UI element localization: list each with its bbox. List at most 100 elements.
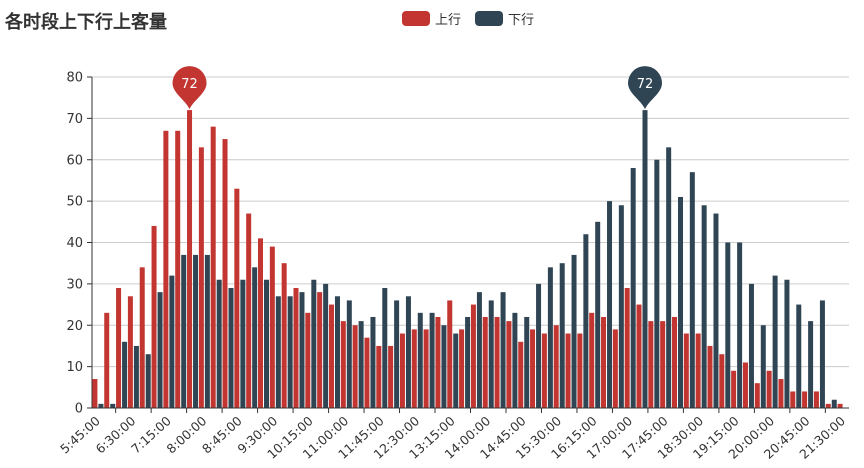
bar-up (269, 246, 275, 408)
legend-label-up: 上行 (435, 13, 462, 28)
bar-down (157, 292, 163, 408)
bar-up (423, 329, 429, 408)
bar-up (234, 188, 240, 408)
bar-down (500, 292, 506, 408)
bar-up (411, 329, 417, 408)
bar-up (293, 288, 299, 408)
bar-up (506, 321, 512, 408)
bar-up (766, 370, 772, 408)
bar-down (193, 254, 199, 408)
bar-up (530, 329, 536, 408)
bar-down (181, 254, 187, 408)
bar-down (122, 341, 128, 408)
bar-up (92, 379, 98, 408)
bar-up (813, 391, 819, 408)
bar-up (305, 312, 311, 408)
bar-down (595, 221, 601, 408)
bar-down (642, 110, 648, 408)
bar-up (388, 345, 394, 408)
bar-down (512, 312, 518, 408)
bar-up (163, 130, 169, 408)
y-tick-label: 20 (66, 319, 83, 334)
bar-up (210, 126, 216, 409)
bar-up (447, 300, 453, 408)
bar-up (577, 333, 583, 408)
bar-down (808, 321, 814, 408)
bar-up (719, 354, 725, 408)
bar-up (648, 321, 654, 408)
bar-up (470, 304, 476, 408)
bar-up (742, 362, 748, 408)
max-marker-label-down: 72 (637, 77, 654, 92)
bar-up (127, 296, 133, 408)
max-marker-pin-up (172, 66, 207, 110)
bar-down (536, 283, 542, 408)
bar-down (299, 292, 305, 408)
bar-up (104, 312, 110, 408)
bar-down (476, 292, 482, 408)
bar-down (429, 312, 435, 408)
bar-down (275, 296, 281, 408)
bar-up (589, 312, 595, 408)
bar-down (417, 312, 423, 408)
legend-swatch-up (402, 11, 430, 26)
bar-up (837, 403, 843, 408)
bar-down (264, 279, 270, 408)
bar-down (334, 296, 340, 408)
bar-down (453, 333, 459, 408)
bar-up (258, 238, 264, 408)
bar-up (376, 345, 382, 408)
chart-title: 各时段上下行上客量 (5, 12, 167, 33)
bar-up (198, 147, 204, 408)
bar-up (151, 225, 157, 408)
bar-up (139, 267, 145, 408)
bar-down (252, 267, 258, 408)
bar-down (405, 296, 411, 408)
bar-down (677, 196, 683, 408)
bar-up (116, 288, 122, 408)
bar-down (583, 234, 589, 408)
bar-down (559, 263, 565, 408)
bar-up (482, 316, 488, 408)
y-tick-label: 10 (66, 360, 83, 375)
y-tick-label: 40 (66, 236, 83, 251)
bar-up (518, 341, 524, 408)
bar-up (660, 321, 666, 408)
bar-down (689, 172, 695, 408)
bar-up (541, 333, 547, 408)
bar-down (524, 316, 530, 408)
bar-down (323, 283, 329, 408)
bar-up (695, 333, 701, 408)
bar-down (547, 267, 553, 408)
bar-down (713, 213, 719, 408)
bar-up (683, 333, 689, 408)
bar-up (399, 333, 405, 408)
bar-up (707, 345, 713, 408)
legend-label-down: 下行 (508, 13, 535, 28)
bar-down (169, 275, 175, 408)
legend: 上行 下行 (402, 9, 548, 28)
bar-up (459, 329, 465, 408)
y-tick-label: 0 (75, 402, 83, 417)
bar-up (802, 391, 808, 408)
bar-down (441, 325, 447, 408)
bar-up (612, 329, 618, 408)
bar-up (731, 370, 737, 408)
bar-down (110, 403, 116, 408)
max-marker-label-up: 72 (181, 77, 198, 92)
y-tick-label: 50 (66, 195, 83, 210)
bar-down (346, 300, 352, 408)
bar-up (624, 288, 630, 408)
bar-down (370, 316, 376, 408)
legend-item-up[interactable]: 上行 (402, 9, 461, 28)
bar-down (666, 147, 672, 408)
legend-item-down[interactable]: 下行 (475, 9, 534, 28)
bar-up (565, 333, 571, 408)
bar-down (607, 201, 613, 408)
y-tick-label: 60 (66, 153, 83, 168)
bar-up (601, 316, 607, 408)
bar-down (737, 242, 743, 408)
bar-up (352, 325, 358, 408)
bar-up (317, 292, 323, 408)
bar-down (748, 283, 754, 408)
